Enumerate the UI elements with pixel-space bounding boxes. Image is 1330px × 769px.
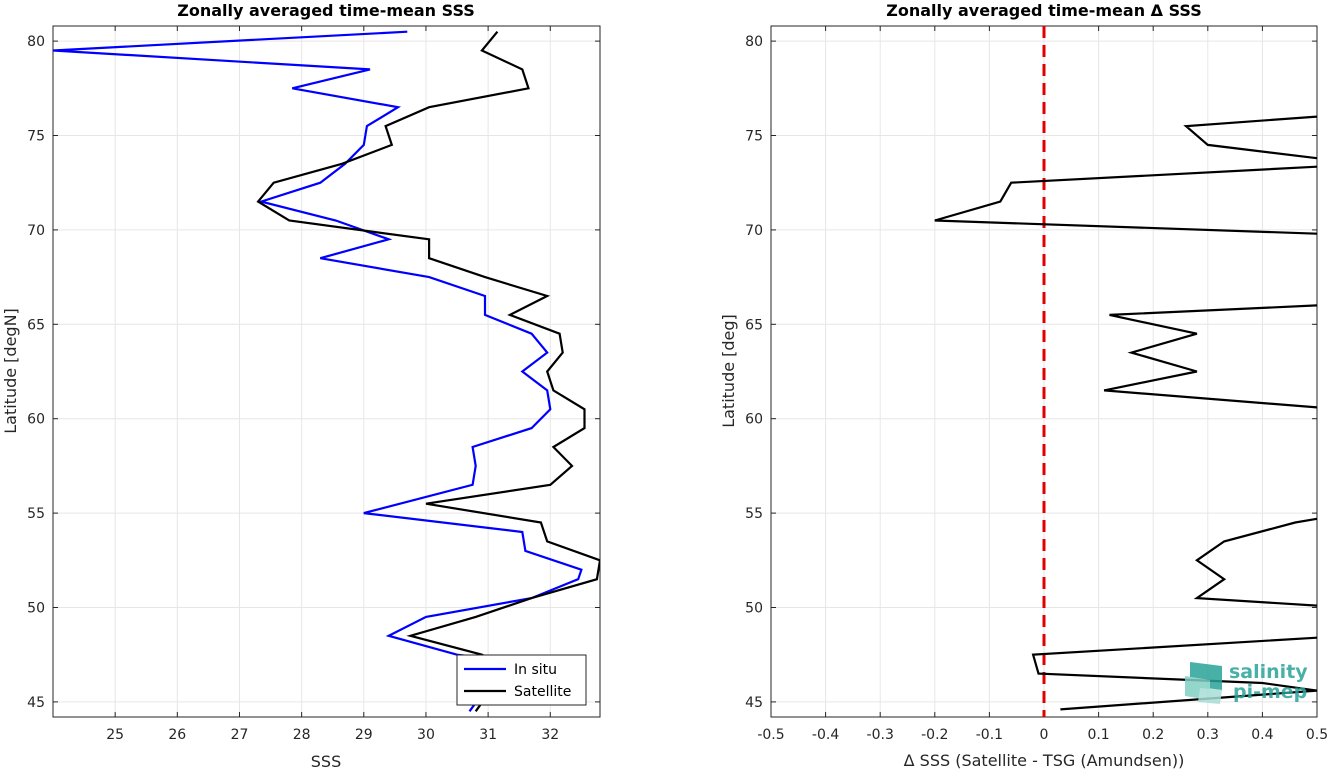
y-tick-label: 55 [745, 506, 763, 522]
y-tick-label: 45 [27, 695, 45, 711]
x-tick-label: 29 [355, 727, 373, 743]
left-ylabel: Latitude [degN] [1, 308, 20, 434]
right-ylabel: Latitude [deg] [719, 314, 738, 428]
left-title: Zonally averaged time-mean SSS [177, 1, 475, 20]
x-tick-label: 27 [231, 727, 249, 743]
right-xlabel: Δ SSS (Satellite - TSG (Amundsen)) [904, 751, 1185, 769]
right-series [934, 115, 1317, 711]
x-tick-label: 28 [293, 727, 311, 743]
x-tick-label: 31 [479, 727, 497, 743]
legend: In situ Satellite [456, 654, 587, 706]
x-tick-label: -0.5 [757, 727, 784, 743]
x-tick-label: 25 [106, 727, 124, 743]
logo-text-line2: pi-mep [1233, 681, 1307, 703]
y-tick-label: 80 [27, 34, 45, 50]
x-tick-label: 0 [1040, 727, 1049, 743]
delta-sss-series-line [934, 115, 1317, 711]
x-tick-label: 0.4 [1251, 727, 1273, 743]
right-panel: -0.5 -0.4 -0.3 -0.2 -0.1 0 0.1 0.2 0.3 0.4 0.5 45 50… [719, 1, 1328, 769]
legend-label-in-situ: In situ [514, 662, 557, 678]
x-tick-label: 32 [541, 727, 559, 743]
left-panel: 25 26 27 28 29 30 31 32 45 50 55 60 65 70 75 80 Zonally… [1, 1, 601, 769]
in-situ-series-line [53, 30, 583, 712]
y-tick-label: 60 [27, 412, 45, 428]
x-tick-label: 26 [168, 727, 186, 743]
left-grid [53, 26, 600, 717]
y-tick-label: 75 [745, 129, 763, 145]
y-tick-label: 65 [27, 317, 45, 333]
y-tick-label: 70 [745, 223, 763, 239]
y-tick-label: 50 [27, 600, 45, 616]
x-tick-label: 0.3 [1197, 727, 1219, 743]
x-tick-label: -0.3 [867, 727, 894, 743]
x-tick-label: 0.5 [1306, 727, 1328, 743]
logo-text-line1: salinity [1229, 661, 1308, 683]
left-ticks: 25 26 27 28 29 30 31 32 45 50 55 60 65 70 75 80 [27, 26, 600, 743]
y-tick-label: 65 [745, 317, 763, 333]
y-tick-label: 45 [745, 695, 763, 711]
right-title: Zonally averaged time-mean Δ SSS [886, 1, 1202, 20]
x-tick-label: -0.4 [812, 727, 839, 743]
right-ticks: -0.5 -0.4 -0.3 -0.2 -0.1 0 0.1 0.2 0.3 0.4 0.5 45 50… [745, 26, 1328, 743]
y-tick-label: 75 [27, 129, 45, 145]
y-tick-label: 60 [745, 412, 763, 428]
y-tick-label: 50 [745, 600, 763, 616]
y-tick-label: 80 [745, 34, 763, 50]
y-tick-label: 55 [27, 506, 45, 522]
legend-label-satellite: Satellite [514, 684, 571, 700]
x-tick-label: 0.2 [1142, 727, 1164, 743]
left-series [53, 30, 600, 712]
x-tick-label: -0.2 [921, 727, 948, 743]
x-tick-label: 0.1 [1087, 727, 1109, 743]
left-axes-box [52, 25, 601, 718]
x-tick-label: 30 [417, 727, 435, 743]
satellite-series-line [256, 31, 600, 712]
left-xlabel: SSS [311, 752, 341, 769]
salinity-pi-mep-logo: salinity pi-mep [1185, 661, 1308, 704]
y-tick-label: 70 [27, 223, 45, 239]
x-tick-label: -0.1 [976, 727, 1003, 743]
legend-box [456, 654, 587, 706]
logo-cube-icon [1185, 662, 1222, 704]
